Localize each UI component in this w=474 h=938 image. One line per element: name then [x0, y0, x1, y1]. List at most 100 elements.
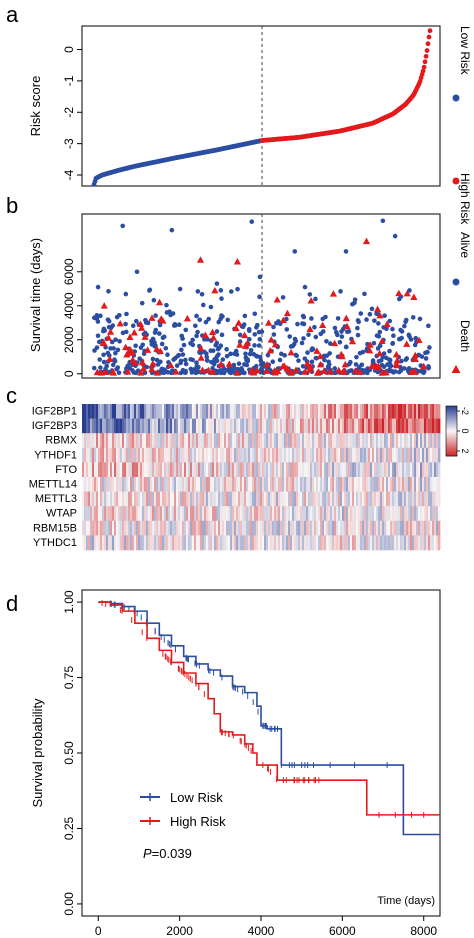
- heatmap-cell: [188, 462, 191, 478]
- heatmap-cell: [158, 506, 161, 522]
- heatmap-cell: [266, 462, 269, 478]
- heatmap-cell: [380, 433, 383, 449]
- heatmap-cell: [196, 433, 199, 449]
- heatmap-cell: [308, 535, 311, 551]
- alive-point: [309, 359, 315, 365]
- death-point: [123, 351, 131, 358]
- heatmap-cell: [360, 404, 363, 419]
- panel-c-colorbar: -202: [445, 405, 470, 457]
- heatmap-cell: [170, 404, 173, 419]
- heatmap-cell: [270, 506, 273, 522]
- heatmap-cell: [206, 433, 209, 449]
- heatmap-cell: [390, 404, 393, 419]
- heatmap-cell: [206, 418, 209, 434]
- heatmap-cell: [348, 462, 351, 478]
- alive-point: [213, 342, 219, 348]
- heatmap-cell: [322, 418, 325, 434]
- death-point: [403, 289, 411, 297]
- heatmap-cell: [294, 491, 297, 507]
- heatmap-cell: [396, 447, 399, 463]
- heatmap-cell: [174, 404, 177, 419]
- heatmap-cell: [332, 447, 335, 463]
- heatmap-cell: [194, 462, 197, 478]
- alive-point: [389, 368, 395, 374]
- heatmap-cell: [98, 535, 101, 551]
- death-point: [100, 302, 108, 309]
- heatmap-cell: [184, 462, 187, 478]
- heatmap-cell: [224, 491, 227, 507]
- heatmap-cell: [230, 491, 233, 507]
- heatmap-cell: [254, 535, 257, 551]
- heatmap-cell: [386, 535, 389, 551]
- heatmap-cell: [226, 433, 229, 449]
- heatmap-cell: [416, 477, 419, 492]
- heatmap-cell: [198, 535, 201, 551]
- heatmap-cell: [156, 433, 159, 449]
- death-point: [196, 256, 205, 263]
- heatmap-cell: [404, 404, 407, 419]
- alive-point: [252, 311, 258, 317]
- heatmap-cell: [326, 491, 329, 507]
- alive-point: [151, 297, 157, 303]
- heatmap-cell: [330, 447, 333, 463]
- heatmap-cell: [292, 477, 295, 492]
- heatmap-cell: [258, 447, 261, 463]
- heatmap-cell: [390, 535, 393, 551]
- heatmap-cell: [138, 535, 141, 551]
- heatmap-cell: [342, 477, 345, 492]
- heatmap-cell: [120, 491, 123, 507]
- heatmap-cell: [292, 491, 295, 507]
- heatmap-cell: [276, 404, 279, 419]
- heatmap-cell: [254, 418, 257, 434]
- heatmap-cell: [312, 447, 315, 463]
- heatmap-cell: [136, 433, 139, 449]
- heatmap-cell: [122, 447, 125, 463]
- heatmap-cell: [362, 433, 365, 449]
- heatmap-cell: [186, 491, 189, 507]
- death-point: [141, 333, 149, 340]
- heatmap-cell: [416, 520, 419, 536]
- heatmap-cell: [132, 520, 135, 536]
- heatmap-cell: [240, 491, 243, 507]
- heatmap-cell: [430, 418, 433, 434]
- death-point: [368, 362, 376, 370]
- heatmap-cell: [304, 418, 307, 434]
- alive-point: [362, 291, 367, 297]
- heatmap-cell: [218, 404, 221, 419]
- heatmap-cell: [248, 447, 251, 463]
- alive-point: [225, 317, 231, 323]
- heatmap-cell: [246, 506, 249, 522]
- heatmap-cell: [124, 433, 127, 449]
- heatmap-cell: [106, 404, 109, 419]
- heatmap-cell: [126, 506, 129, 522]
- colorbar-segment: [446, 432, 457, 435]
- heatmap-cell: [320, 535, 323, 551]
- heatmap-cell: [154, 447, 157, 463]
- heatmap-cell: [118, 433, 121, 449]
- heatmap-cell: [262, 535, 265, 551]
- alive-point: [364, 317, 369, 322]
- alive-point: [332, 366, 338, 371]
- heatmap-cell: [404, 462, 407, 478]
- heatmap-cell: [114, 520, 117, 536]
- heatmap-cell: [180, 477, 183, 492]
- heatmap-cell: [244, 535, 247, 551]
- heatmap-cell: [420, 462, 423, 478]
- p-value-text: =0.039: [152, 846, 192, 861]
- heatmap-cell: [142, 447, 145, 463]
- heatmap-cell: [286, 477, 289, 492]
- heatmap-cell: [388, 491, 391, 507]
- heatmap-cell: [324, 404, 327, 419]
- heatmap-cell: [366, 535, 369, 551]
- heatmap-cell: [350, 520, 353, 536]
- heatmap-cell: [368, 462, 371, 478]
- heatmap-cell: [232, 491, 235, 507]
- heatmap-cell: [298, 491, 301, 507]
- heatmap-cell: [310, 506, 313, 522]
- heatmap-cell: [128, 491, 131, 507]
- heatmap-cell: [218, 447, 221, 463]
- high-risk-point: [424, 48, 430, 53]
- alive-point: [299, 340, 305, 346]
- heatmap-cell: [314, 520, 317, 536]
- heatmap-cell: [344, 404, 347, 419]
